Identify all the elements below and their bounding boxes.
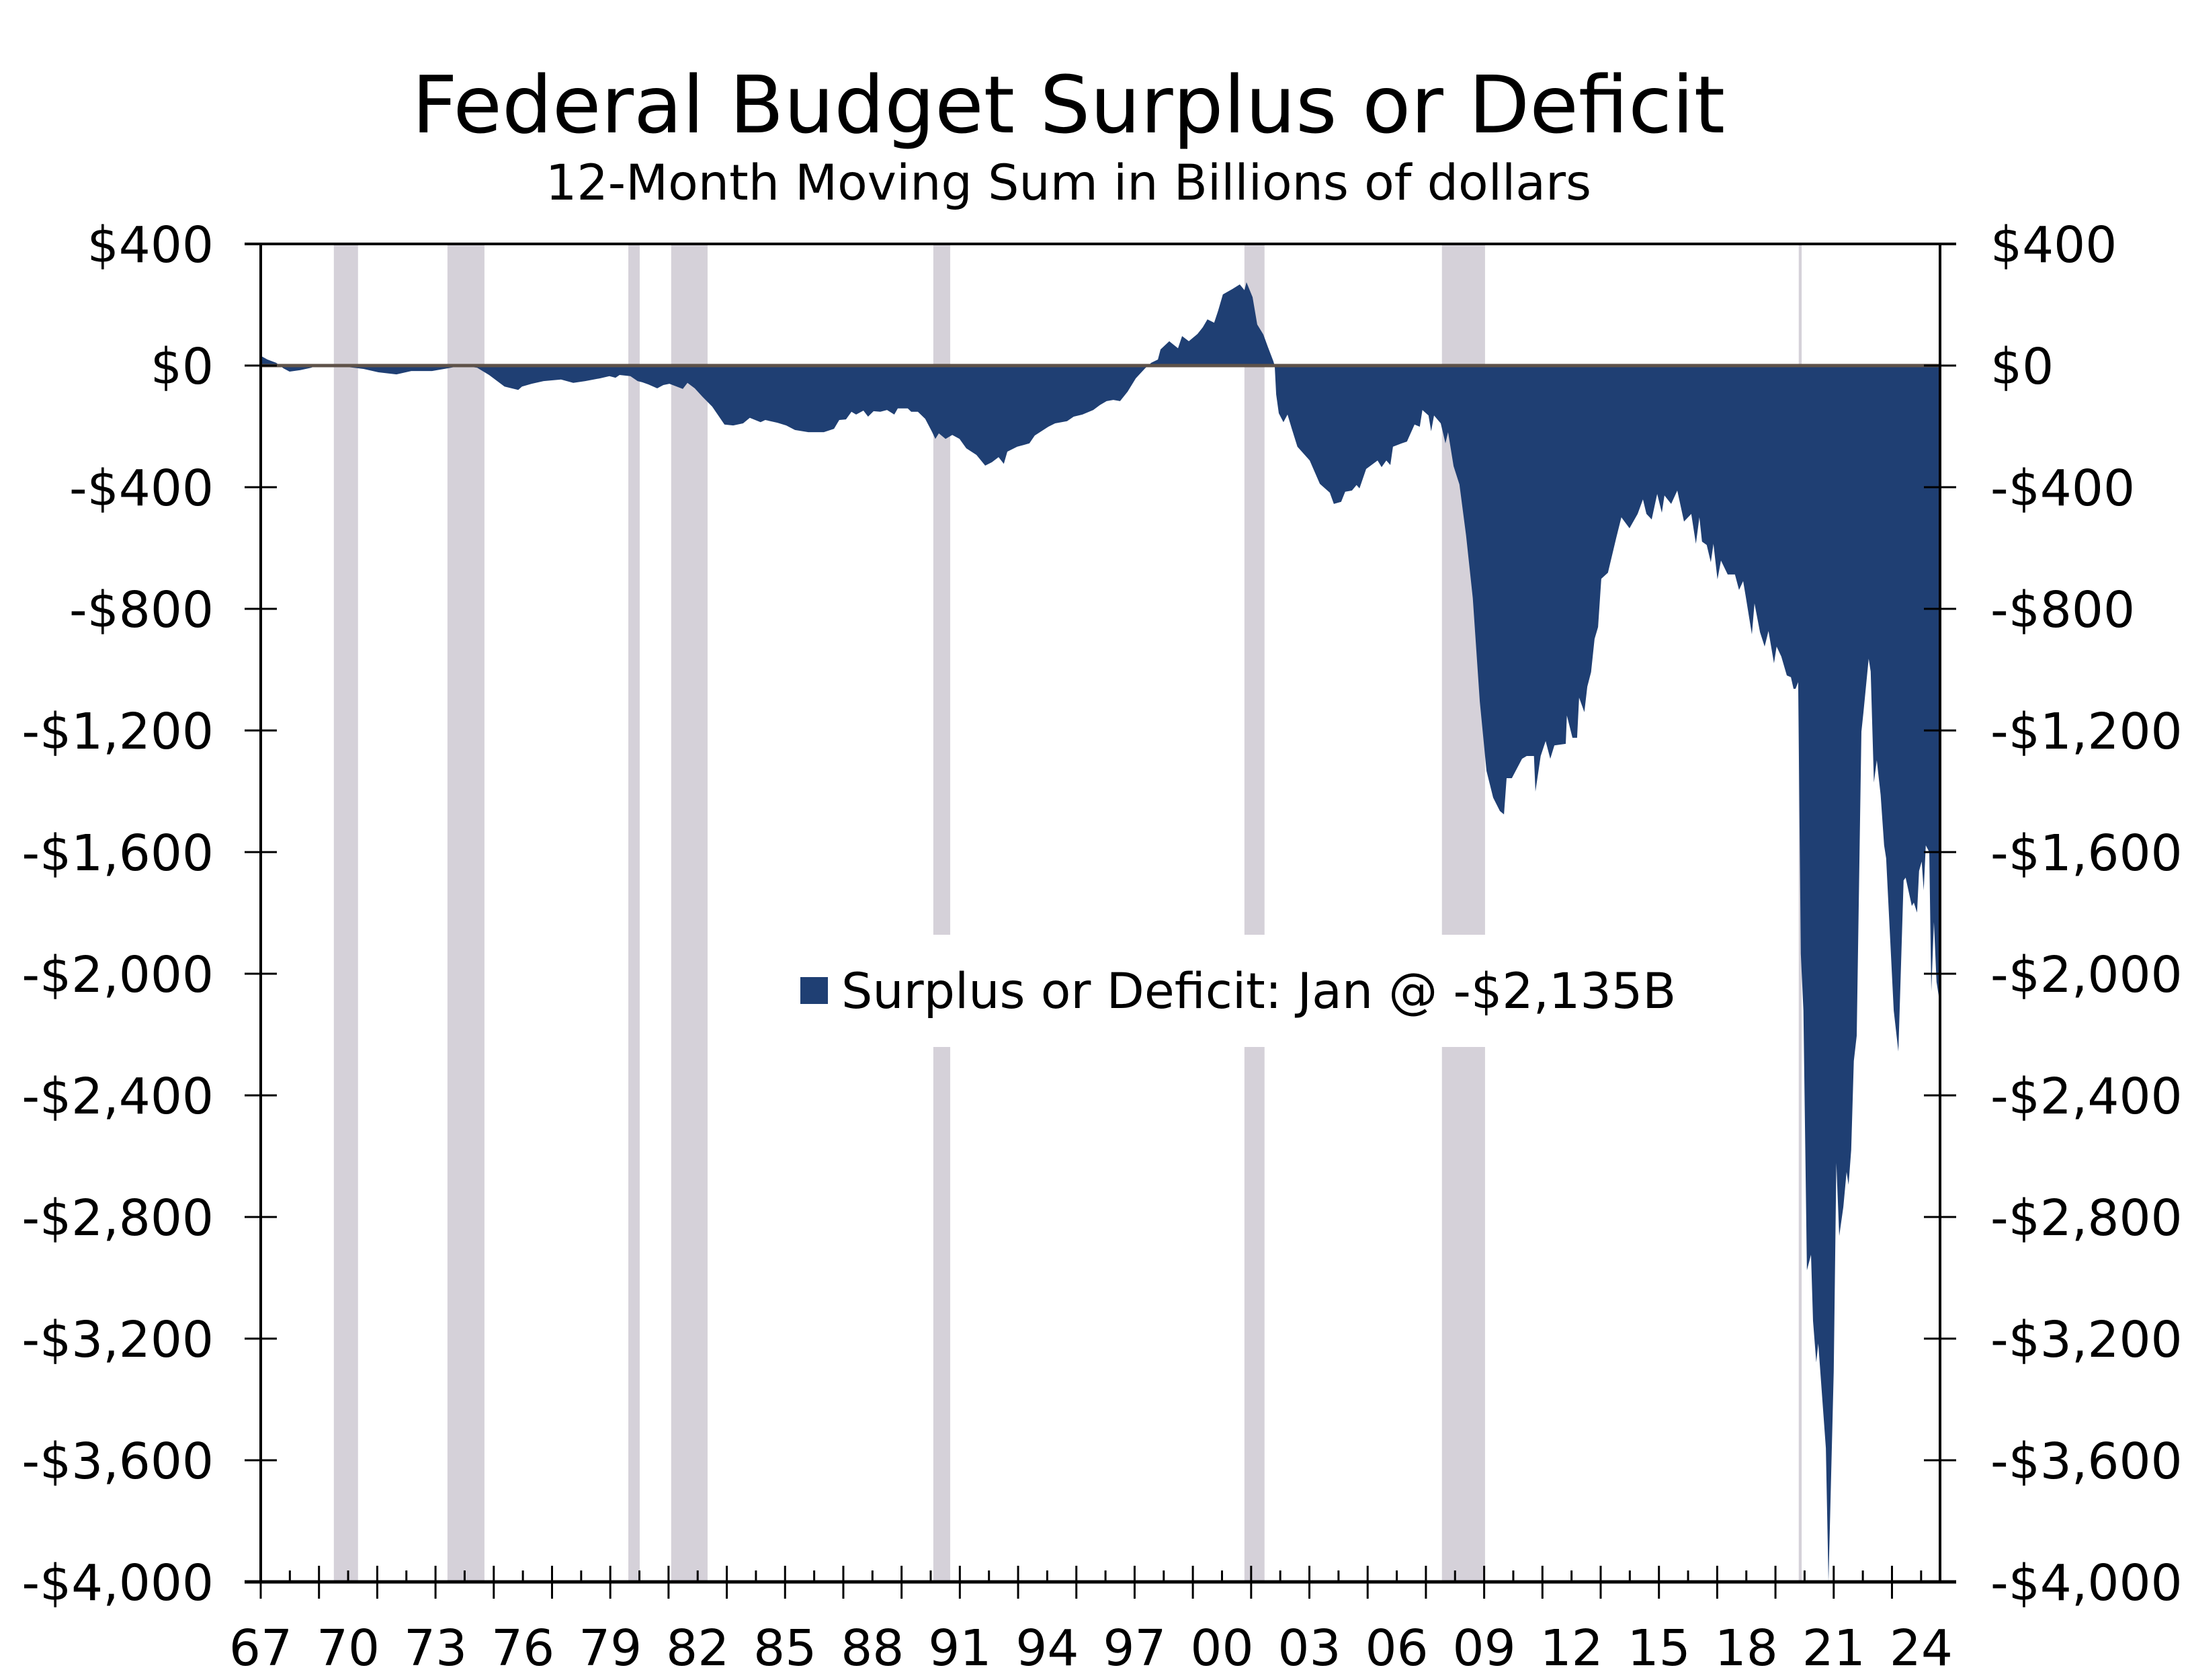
y-tick-label-left: -$3,200 bbox=[22, 1311, 214, 1369]
y-tick-label-right: $0 bbox=[1990, 338, 2054, 396]
recession-band bbox=[1798, 244, 1802, 1582]
x-tick-label: 67 bbox=[229, 1620, 292, 1677]
y-tick-label-right: -$3,200 bbox=[1990, 1311, 2183, 1369]
recession-band bbox=[628, 244, 640, 1582]
x-tick-label: 94 bbox=[1015, 1620, 1079, 1677]
x-tick-label: 88 bbox=[841, 1620, 904, 1677]
y-tick-label-right: -$400 bbox=[1990, 460, 2135, 517]
recession-band bbox=[333, 244, 358, 1582]
x-tick-label: 21 bbox=[1802, 1620, 1865, 1677]
y-tick-label-right: -$2,800 bbox=[1990, 1189, 2183, 1247]
x-tick-label: 91 bbox=[928, 1620, 991, 1677]
y-tick-label-left: -$1,600 bbox=[22, 825, 214, 882]
y-tick-label-left: -$800 bbox=[69, 581, 214, 639]
y-axis-labels-left: $400 $0 -$400 -$800 -$1,200 -$1,600 -$2,000 -$2… bbox=[22, 216, 214, 1612]
legend-swatch bbox=[800, 977, 828, 1004]
x-tick-label: 15 bbox=[1628, 1620, 1691, 1677]
x-tick-label: 85 bbox=[753, 1620, 816, 1677]
y-tick-label-left: -$4,000 bbox=[22, 1554, 214, 1612]
y-tick-label-left: -$3,600 bbox=[22, 1433, 214, 1490]
x-tick-label: 18 bbox=[1715, 1620, 1778, 1677]
y-tick-label-right: -$4,000 bbox=[1990, 1554, 2183, 1612]
legend: Surplus or Deficit: Jan @ -$2,135B bbox=[800, 963, 1676, 1020]
y-tick-label-left: -$2,000 bbox=[22, 946, 214, 1004]
axes bbox=[245, 243, 1956, 1599]
y-tick-label-left: -$400 bbox=[69, 460, 214, 517]
y-axis-labels-right: $400 $0 -$400 -$800 -$1,200 -$1,600 -$2,000 -$2… bbox=[1990, 216, 2183, 1612]
recession-band bbox=[671, 244, 708, 1582]
y-tick-label-right: -$2,000 bbox=[1990, 946, 2183, 1004]
y-tick-label-left: -$1,200 bbox=[22, 703, 214, 761]
x-tick-label: 09 bbox=[1453, 1620, 1516, 1677]
recession-band bbox=[1244, 244, 1265, 1582]
y-tick-label-left: -$2,800 bbox=[22, 1189, 214, 1247]
x-tick-label: 06 bbox=[1365, 1620, 1428, 1677]
legend-background bbox=[786, 935, 1500, 1047]
y-tick-label-right: -$3,600 bbox=[1990, 1433, 2183, 1490]
x-tick-label: 03 bbox=[1277, 1620, 1341, 1677]
y-tick-label-right: -$1,200 bbox=[1990, 703, 2183, 761]
y-tick-label-right: $400 bbox=[1990, 216, 2117, 274]
y-tick-label-left: -$2,400 bbox=[22, 1068, 214, 1126]
y-tick-label-right: -$2,400 bbox=[1990, 1068, 2183, 1126]
x-tick-label: 79 bbox=[579, 1620, 642, 1677]
recession-band bbox=[447, 244, 485, 1582]
y-tick-label-left: $400 bbox=[87, 216, 214, 274]
x-axis-labels: 67 70 73 76 79 82 85 88 91 94 97 00 03 06 09 12 15 18 21 24 bbox=[229, 1620, 1953, 1677]
y-tick-label-right: -$800 bbox=[1990, 581, 2135, 639]
x-tick-label: 73 bbox=[404, 1620, 467, 1677]
series-area-surplus-or-deficit bbox=[261, 282, 1941, 1582]
chart-title: Federal Budget Surplus or Deficit bbox=[412, 58, 1725, 151]
y-tick-label-right: -$1,600 bbox=[1990, 825, 2183, 882]
x-tick-label: 12 bbox=[1540, 1620, 1603, 1677]
x-tick-label: 00 bbox=[1190, 1620, 1253, 1677]
legend-label: Surplus or Deficit: Jan @ -$2,135B bbox=[841, 963, 1676, 1020]
series-area bbox=[261, 282, 1941, 1582]
x-tick-label: 97 bbox=[1103, 1620, 1166, 1677]
chart-subtitle: 12-Month Moving Sum in Billions of dolla… bbox=[546, 155, 1591, 212]
x-tick-label: 82 bbox=[666, 1620, 729, 1677]
y-tick-label-left: $0 bbox=[151, 338, 214, 396]
recession-bands bbox=[333, 244, 1802, 1582]
x-tick-label: 24 bbox=[1890, 1620, 1953, 1677]
recession-band bbox=[933, 244, 951, 1582]
x-tick-label: 70 bbox=[317, 1620, 380, 1677]
x-tick-label: 76 bbox=[491, 1620, 554, 1677]
